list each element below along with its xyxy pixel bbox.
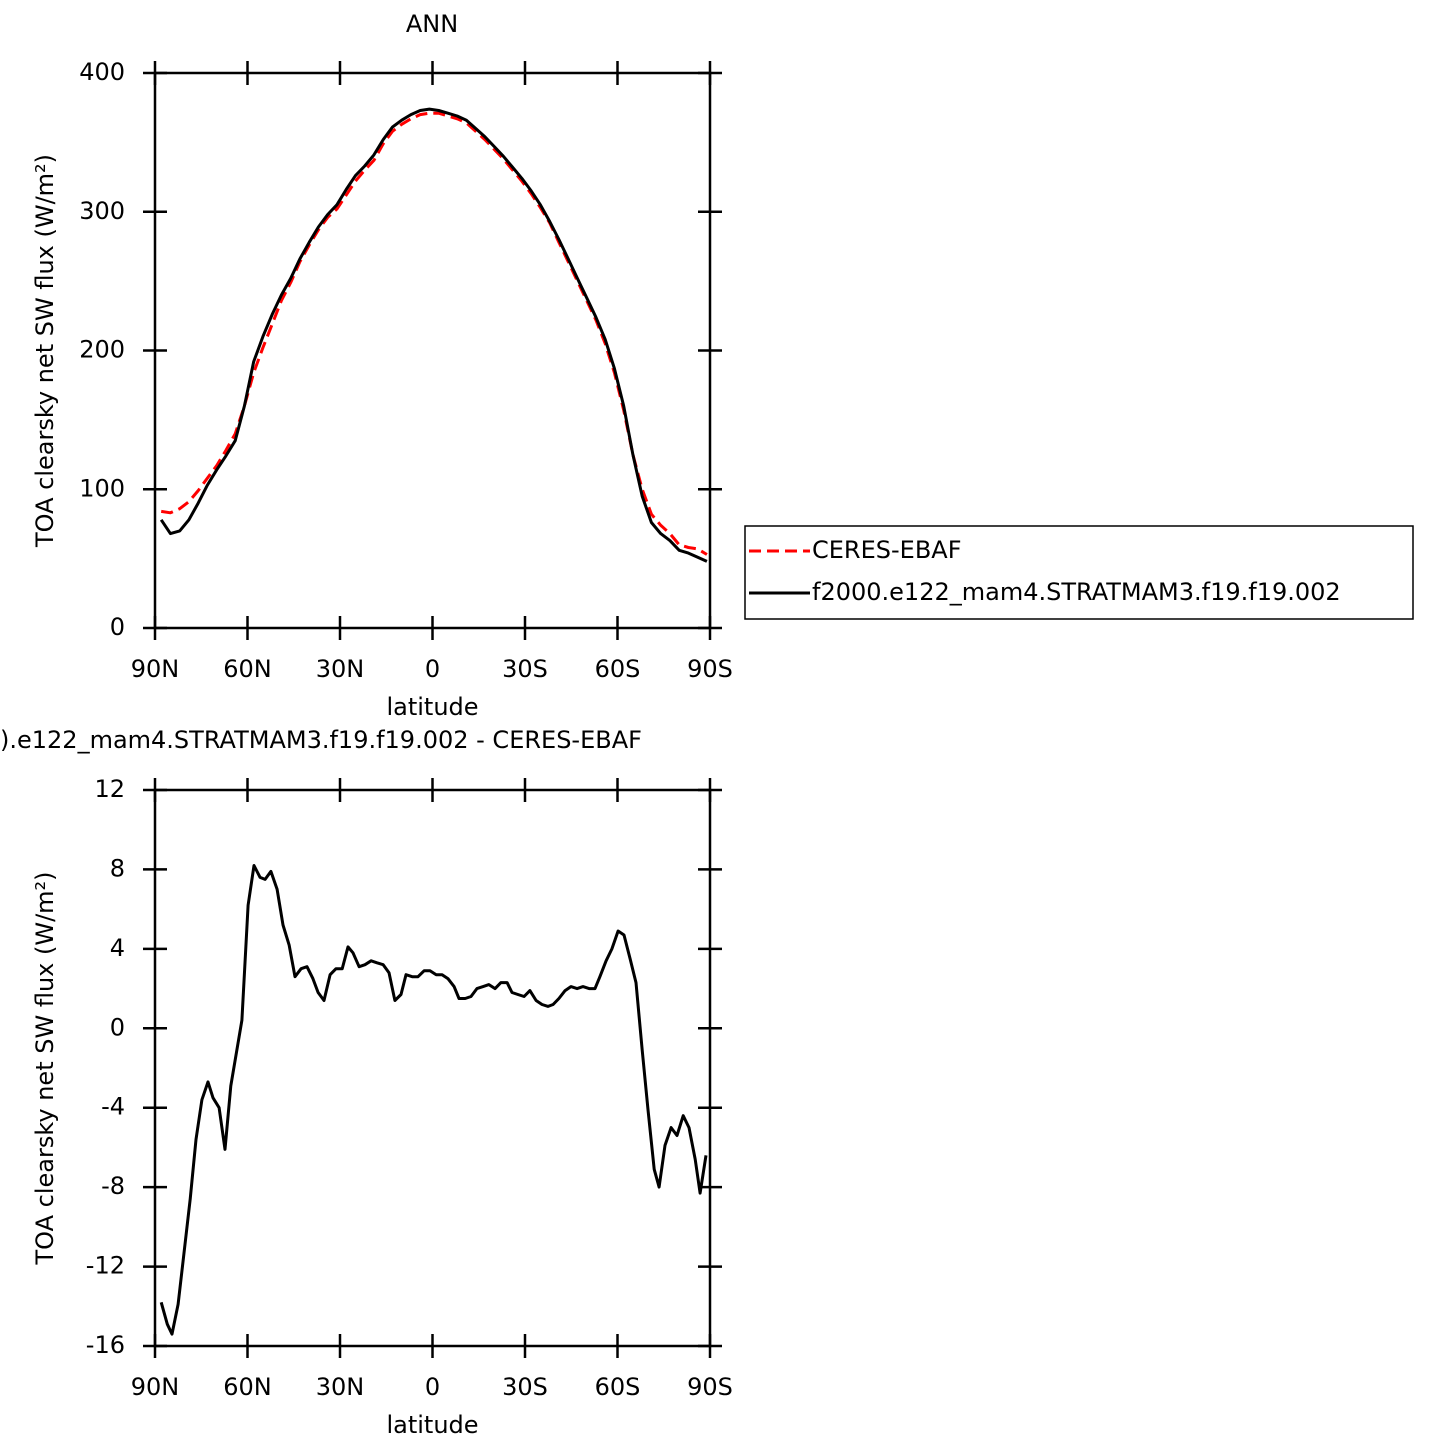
x-axis-label: latitude (386, 693, 478, 721)
chart-title: ANN (406, 10, 458, 38)
x-tick-label: 30N (316, 655, 365, 683)
y-axis-label: TOA clearsky net SW flux (W/m²) (31, 871, 59, 1265)
y-tick-label: -8 (101, 1172, 125, 1200)
y-tick-label: 0 (110, 613, 125, 641)
x-tick-label: 90S (687, 1373, 733, 1401)
x-tick-label: 90S (687, 655, 733, 683)
x-tick-label: 30N (316, 1373, 365, 1401)
x-tick-label: 60S (595, 655, 641, 683)
series-line (159, 864, 708, 1336)
x-tick-label: 30S (502, 1373, 548, 1401)
y-axis-label: TOA clearsky net SW flux (W/m²) (31, 154, 59, 548)
series-line (159, 107, 708, 563)
x-tick-label: 90N (131, 1373, 180, 1401)
x-tick-label: 0 (425, 1373, 440, 1401)
y-tick-label: 12 (94, 775, 125, 803)
series-line (160, 111, 708, 556)
y-tick-label: -4 (101, 1093, 125, 1121)
y-tick-label: 4 (110, 934, 125, 962)
x-axis-label: latitude (386, 1411, 478, 1439)
x-tick-label: 60S (595, 1373, 641, 1401)
y-tick-label: 400 (79, 58, 125, 86)
y-tick-label: 200 (79, 336, 125, 364)
legend-label: f2000.e122_mam4.STRATMAM3.f19.f19.002 (812, 578, 1341, 606)
x-tick-label: 60N (223, 1373, 272, 1401)
x-tick-label: 90N (131, 655, 180, 683)
y-tick-label: -16 (86, 1331, 125, 1359)
x-tick-label: 30S (502, 655, 548, 683)
x-tick-label: 60N (223, 655, 272, 683)
x-tick-label: 0 (425, 655, 440, 683)
plot-frame (153, 71, 712, 630)
y-tick-label: 0 (110, 1013, 125, 1041)
legend-label: CERES-EBAF (812, 536, 962, 564)
y-tick-label: 300 (79, 197, 125, 225)
legend-box (744, 525, 1414, 620)
y-tick-label: 8 (110, 854, 125, 882)
y-tick-label: 100 (79, 474, 125, 502)
y-tick-label: -12 (86, 1252, 125, 1280)
plot-frame (153, 788, 712, 1348)
chart-title: ).e122_mam4.STRATMAM3.f19.f19.002 - CERE… (0, 726, 642, 754)
